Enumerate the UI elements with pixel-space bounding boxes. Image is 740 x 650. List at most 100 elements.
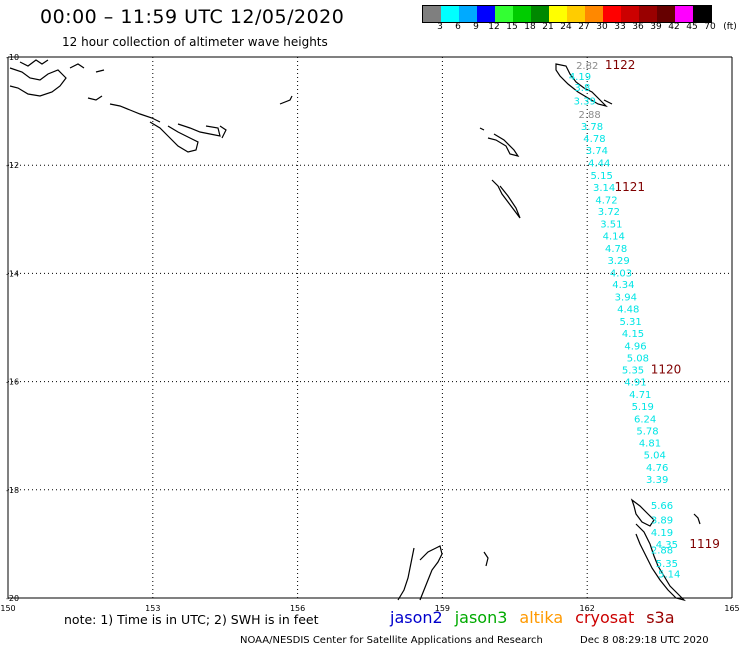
y-tick-label: -14 xyxy=(6,269,19,278)
color-swatch xyxy=(567,6,585,22)
swh-value-label: 4.19 xyxy=(569,72,591,83)
swh-value-label: 5.04 xyxy=(644,451,666,462)
color-scale-label: 30 xyxy=(596,22,608,32)
swh-value-label: 3.78 xyxy=(581,122,603,133)
swh-value-label: 4.48 xyxy=(617,305,639,316)
coastline-segment xyxy=(279,95,293,105)
color-scale-label: 70 xyxy=(704,22,716,32)
x-tick-label: 159 xyxy=(435,604,450,613)
coastline-segment xyxy=(397,547,415,601)
swh-value-label: 5.35 xyxy=(622,366,644,377)
color-swatch xyxy=(441,6,459,22)
orbit-number-label: 1119 xyxy=(689,537,720,551)
color-swatch xyxy=(549,6,567,22)
color-swatch xyxy=(531,6,549,22)
swh-value-label: 3.89 xyxy=(651,516,673,527)
y-tick-label: -18 xyxy=(6,486,19,495)
color-scale-label: 42 xyxy=(668,22,680,32)
coastline-segment xyxy=(603,99,613,105)
color-scale-label: 12 xyxy=(488,22,500,32)
swh-value-label: 3.39 xyxy=(646,475,668,486)
swh-value-label: 3.72 xyxy=(598,207,620,218)
satellite-legend-item: jason2 xyxy=(390,608,443,627)
color-scale-label: 36 xyxy=(632,22,644,32)
swh-value-label: 3.39 xyxy=(574,96,596,107)
chart-subtitle: 12 hour collection of altimeter wave hei… xyxy=(62,35,328,49)
coastline-segment xyxy=(219,125,227,139)
swh-value-label: 4.71 xyxy=(629,390,651,401)
orbit-number-label: 1121 xyxy=(615,180,646,194)
swh-value-label: 5.35 xyxy=(656,559,678,570)
color-swatch xyxy=(513,6,531,22)
swh-value-label: 4.35 xyxy=(656,540,678,551)
color-swatch xyxy=(657,6,675,22)
swh-value-label: 4.81 xyxy=(639,439,661,450)
color-scale-labels: 3 6 9 12 15 18 21 24 27 30 33 36 39 42 45 70 (ft) xyxy=(422,22,737,34)
color-scale-label: 3 xyxy=(437,22,443,32)
x-tick-label: 156 xyxy=(290,604,305,613)
color-scale-label: 45 xyxy=(686,22,698,32)
swh-value-label: 2.88 xyxy=(651,545,673,556)
swh-value-label: 4.03 xyxy=(610,268,632,279)
swh-value-label: 4.91 xyxy=(624,378,646,389)
y-tick-label: -16 xyxy=(6,378,19,387)
coastline-segment xyxy=(19,59,49,67)
color-scale-label: 24 xyxy=(560,22,572,32)
credit-text: NOAA/NESDIS Center for Satellite Applica… xyxy=(240,635,543,646)
coastline-segment xyxy=(419,545,443,601)
coastlines xyxy=(9,59,701,602)
grid-lines xyxy=(7,56,733,599)
color-swatch xyxy=(639,6,657,22)
coastline-segment xyxy=(487,133,520,157)
swh-value-label: 5.08 xyxy=(627,353,649,364)
swh-value-label: 5.31 xyxy=(620,317,642,328)
x-tick-label: 150 xyxy=(0,604,15,613)
color-swatch xyxy=(693,6,711,22)
swh-value-label: 4.78 xyxy=(605,244,627,255)
satellite-legend-item: altika xyxy=(519,608,564,627)
coastline-segment xyxy=(483,551,489,567)
coastline-segment xyxy=(69,63,85,69)
y-tick-labels: -10 -12 -14 -16 -18 -20 xyxy=(6,53,19,603)
coastline-segment xyxy=(630,498,655,527)
swh-value-label: 4.96 xyxy=(624,341,646,352)
orbit-number-label: 1120 xyxy=(651,363,682,377)
swh-value-label: 3.94 xyxy=(615,293,637,304)
coastline-segment xyxy=(491,179,521,219)
swh-value-label: 4.15 xyxy=(622,329,644,340)
swh-value-label: 5.78 xyxy=(636,426,658,437)
coastline-segment xyxy=(9,67,67,97)
swh-value-label: 3.14 xyxy=(593,183,615,194)
color-swatch xyxy=(621,6,639,22)
y-tick-label: -10 xyxy=(6,53,19,62)
color-scale-label: 33 xyxy=(614,22,626,32)
swh-value-label: 3.74 xyxy=(586,146,608,157)
timestamp-text: Dec 8 08:29:18 UTC 2020 xyxy=(580,635,709,646)
color-scale-label: 6 xyxy=(455,22,461,32)
coastline-segment xyxy=(693,513,701,525)
color-swatch xyxy=(477,6,495,22)
swh-value-label: 2.82 xyxy=(576,61,598,72)
coastline-segment xyxy=(479,127,485,131)
swh-value-label: 4.34 xyxy=(612,280,634,291)
orbit-number-label: 1122 xyxy=(605,58,636,72)
satellite-legend: jason2 jason3 altika cryosat s3a xyxy=(390,608,687,627)
swh-value-label: 2.88 xyxy=(578,110,600,121)
color-scale-label: (ft) xyxy=(723,22,737,32)
color-swatch xyxy=(585,6,603,22)
chart-title: 00:00 – 11:59 UTC 12/05/2020 xyxy=(40,6,345,28)
color-scale-label: 39 xyxy=(650,22,662,32)
satellite-legend-item: s3a xyxy=(646,608,675,627)
orbit-number-labels: 1122 1121 1120 1119 xyxy=(605,58,720,551)
color-swatch xyxy=(675,6,693,22)
coastline-segment xyxy=(95,69,105,73)
y-tick-label: -12 xyxy=(6,161,19,170)
color-swatch xyxy=(459,6,477,22)
swh-value-label: 5.66 xyxy=(651,501,673,512)
color-scale-label: 18 xyxy=(524,22,536,32)
coastline-segment xyxy=(635,523,686,602)
color-swatch xyxy=(423,6,441,22)
swh-value-label: 4.19 xyxy=(651,528,673,539)
swh-value-label: 3.29 xyxy=(607,256,629,267)
